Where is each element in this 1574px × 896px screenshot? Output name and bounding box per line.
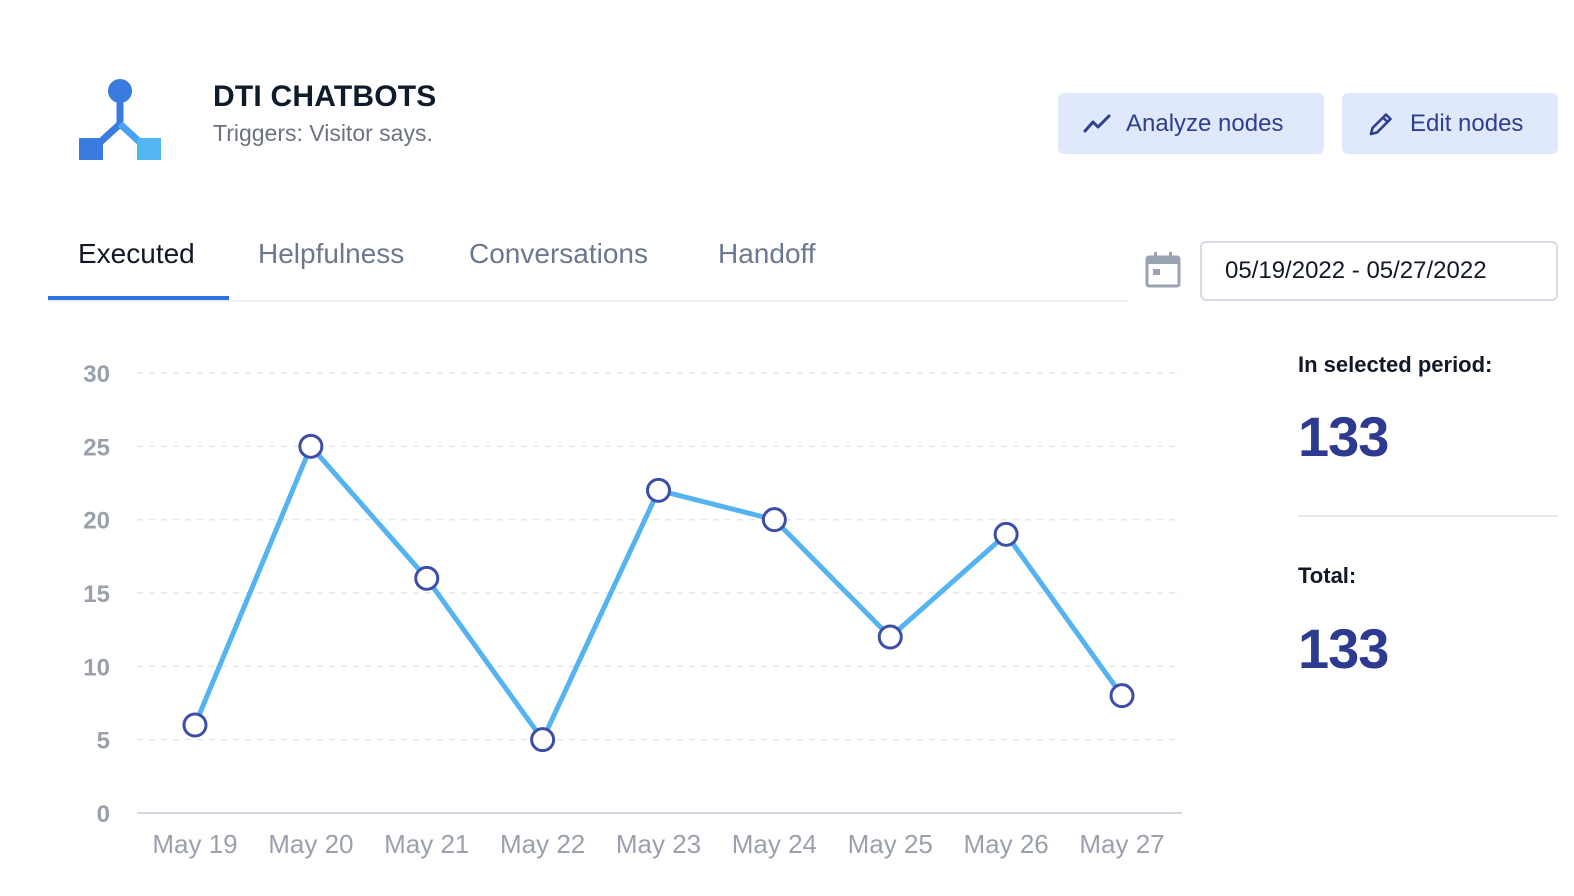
x-tick-label: May 23: [616, 829, 701, 859]
data-point[interactable]: [414, 565, 440, 591]
y-tick-label: 15: [83, 581, 110, 608]
data-point[interactable]: [182, 712, 208, 738]
x-tick-label: May 26: [963, 829, 1048, 859]
x-tick-label: May 21: [384, 829, 469, 859]
date-range-input[interactable]: 05/19/2022 - 05/27/2022: [1200, 241, 1558, 301]
trend-line-icon: [1083, 114, 1111, 132]
x-tick-label: May 20: [268, 829, 353, 859]
x-tick-label: May 22: [500, 829, 585, 859]
analyze-nodes-label: Analyze nodes: [1126, 109, 1284, 137]
period-stat-value: 133: [1298, 405, 1389, 468]
total-stat-label: Total:: [1298, 563, 1357, 588]
data-point[interactable]: [298, 433, 324, 459]
calendar-icon[interactable]: [1144, 251, 1182, 289]
x-tick-label: May 24: [732, 829, 817, 859]
tab-bar: Executed Helpfulness Conversations Hando…: [48, 230, 1128, 302]
edit-nodes-label: Edit nodes: [1410, 109, 1524, 137]
data-point[interactable]: [1109, 683, 1135, 709]
x-tick-label: May 19: [152, 829, 237, 859]
executed-line-chart: 0 5 10 15 20 25 30 May 19 May 20 May 21 May 22 May…: [83, 361, 1182, 859]
tab-conversations[interactable]: Conversations: [469, 238, 648, 269]
total-stat-value: 133: [1298, 617, 1389, 680]
data-point[interactable]: [761, 507, 787, 533]
x-tick-label: May 25: [848, 829, 933, 859]
y-tick-label: 5: [97, 728, 110, 755]
data-point[interactable]: [993, 521, 1019, 547]
data-point[interactable]: [877, 624, 903, 650]
y-tick-label: 30: [83, 361, 110, 388]
active-tab-indicator: [48, 296, 229, 300]
data-point[interactable]: [530, 727, 556, 753]
data-point[interactable]: [646, 477, 671, 503]
edit-nodes-button[interactable]: Edit nodes: [1342, 93, 1558, 154]
y-tick-label: 0: [97, 801, 110, 828]
bot-flow-icon: [79, 79, 161, 160]
x-tick-label: May 27: [1079, 829, 1164, 859]
y-tick-label: 25: [83, 434, 110, 461]
y-tick-label: 20: [83, 508, 110, 535]
stat-divider: [1298, 515, 1558, 517]
tab-executed[interactable]: Executed: [78, 238, 195, 269]
y-tick-label: 10: [83, 654, 110, 681]
tab-handoff[interactable]: Handoff: [718, 238, 816, 269]
analyze-nodes-button[interactable]: Analyze nodes: [1058, 93, 1324, 154]
page-title: DTI CHATBOTS: [213, 80, 437, 113]
trigger-subtitle: Triggers: Visitor says.: [213, 120, 433, 146]
period-stat-label: In selected period:: [1298, 352, 1493, 377]
pencil-icon: [1369, 112, 1392, 135]
tab-helpfulness[interactable]: Helpfulness: [258, 238, 405, 269]
